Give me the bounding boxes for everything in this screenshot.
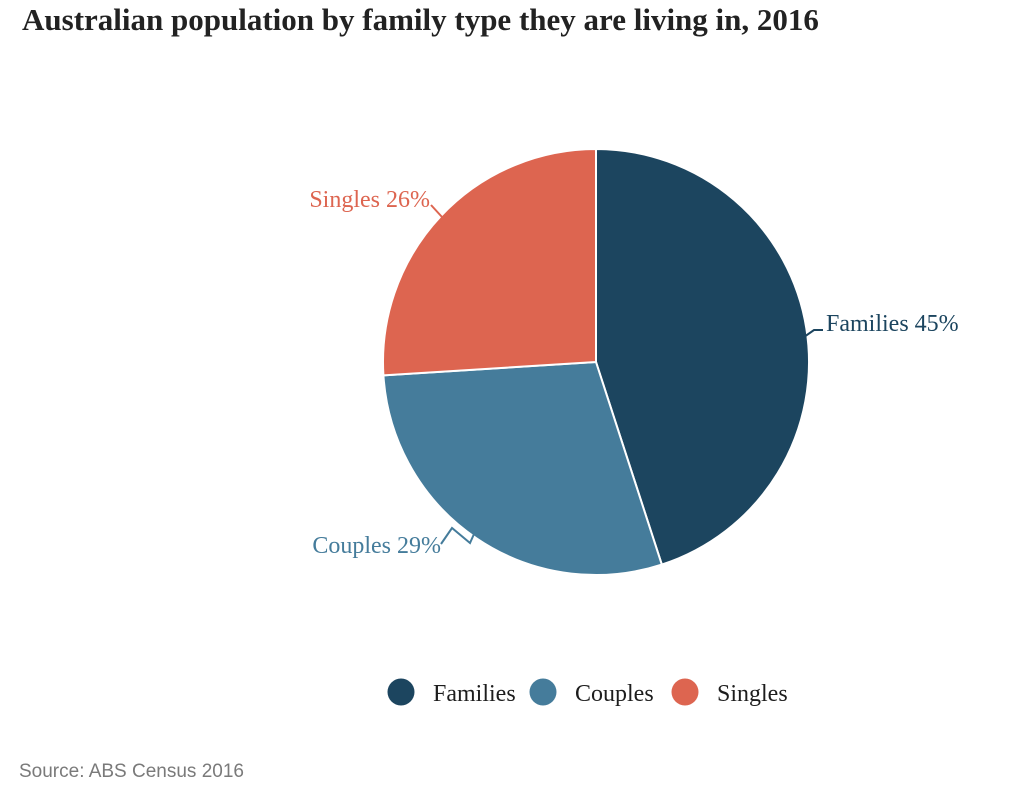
leader-line-couples [440,526,475,545]
legend-label-families: Families [433,681,516,707]
legend-swatch-couples [529,678,557,706]
leader-line-families [803,329,823,338]
callout-singles: Singles 26% [309,187,430,213]
legend-swatch-families [387,678,415,706]
legend-label-singles: Singles [717,681,788,707]
leader-line-singles [430,204,443,218]
legend-swatch-singles [671,678,699,706]
callout-couples: Couples 29% [312,533,441,559]
pie-slice-couples [382,361,663,576]
legend: Families Couples Singles [387,678,788,707]
pie-slices [382,148,810,576]
legend-label-couples: Couples [575,681,654,707]
chart-title: Australian population by family type the… [22,2,819,37]
source-note: Source: ABS Census 2016 [19,761,244,782]
pie-slice-families [595,148,810,566]
pie-slice-singles [382,148,597,377]
callout-families: Families 45% [826,311,959,337]
